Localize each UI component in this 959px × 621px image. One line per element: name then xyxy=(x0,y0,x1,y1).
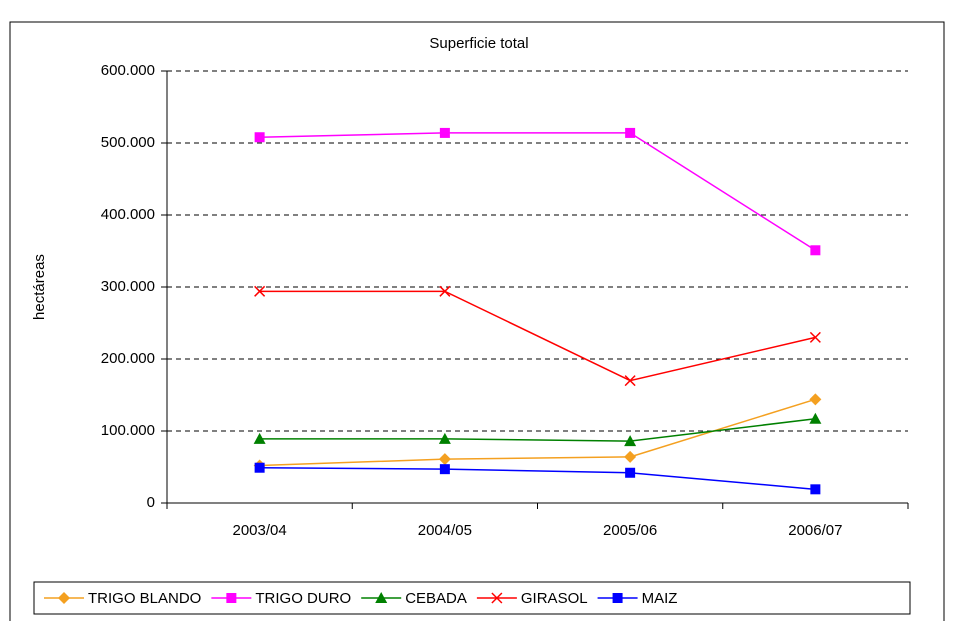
y-tick-label: 300.000 xyxy=(101,278,155,295)
y-tick-label: 500.000 xyxy=(101,134,155,151)
legend-label: MAIZ xyxy=(642,590,678,607)
marker xyxy=(624,375,636,387)
marker xyxy=(809,393,822,406)
marker xyxy=(439,285,451,297)
chart-title: Superficie total xyxy=(429,35,528,52)
y-tick-label: 600.000 xyxy=(101,62,155,79)
marker xyxy=(809,331,821,343)
series-line xyxy=(259,466,816,491)
marker xyxy=(253,432,266,444)
y-axis-label: hectáreas xyxy=(31,254,48,320)
legend-marker xyxy=(226,593,237,603)
series-line xyxy=(259,418,816,442)
legend-label: TRIGO BLANDO xyxy=(88,590,201,607)
marker xyxy=(810,484,821,495)
legend-box xyxy=(33,581,911,615)
marker xyxy=(438,453,451,466)
marker xyxy=(624,450,637,463)
legend-marker xyxy=(612,593,623,603)
marker xyxy=(625,127,636,138)
series-line xyxy=(259,398,816,467)
marker xyxy=(439,464,450,475)
y-tick-label: 0 xyxy=(147,494,155,511)
marker xyxy=(254,462,265,473)
marker xyxy=(438,432,451,444)
marker xyxy=(809,412,822,424)
marker xyxy=(810,245,821,256)
marker xyxy=(254,132,265,143)
x-tick-label: 2006/07 xyxy=(788,522,842,539)
legend-label: TRIGO DURO xyxy=(255,590,351,607)
marker xyxy=(624,435,637,447)
series-line xyxy=(259,132,816,251)
y-tick-label: 200.000 xyxy=(101,350,155,367)
chart-frame xyxy=(9,21,945,621)
x-tick-label: 2005/06 xyxy=(603,522,657,539)
legend-label: GIRASOL xyxy=(521,590,588,607)
legend-marker xyxy=(58,592,70,604)
marker xyxy=(625,467,636,478)
legend-label: CEBADA xyxy=(405,590,467,607)
series-line xyxy=(259,290,816,382)
legend-marker xyxy=(375,592,388,603)
marker xyxy=(439,127,450,138)
y-tick-label: 400.000 xyxy=(101,206,155,223)
y-tick-label: 100.000 xyxy=(101,422,155,439)
marker xyxy=(254,285,266,297)
x-tick-label: 2004/05 xyxy=(418,522,472,539)
x-tick-label: 2003/04 xyxy=(233,522,287,539)
legend-marker xyxy=(491,592,503,604)
